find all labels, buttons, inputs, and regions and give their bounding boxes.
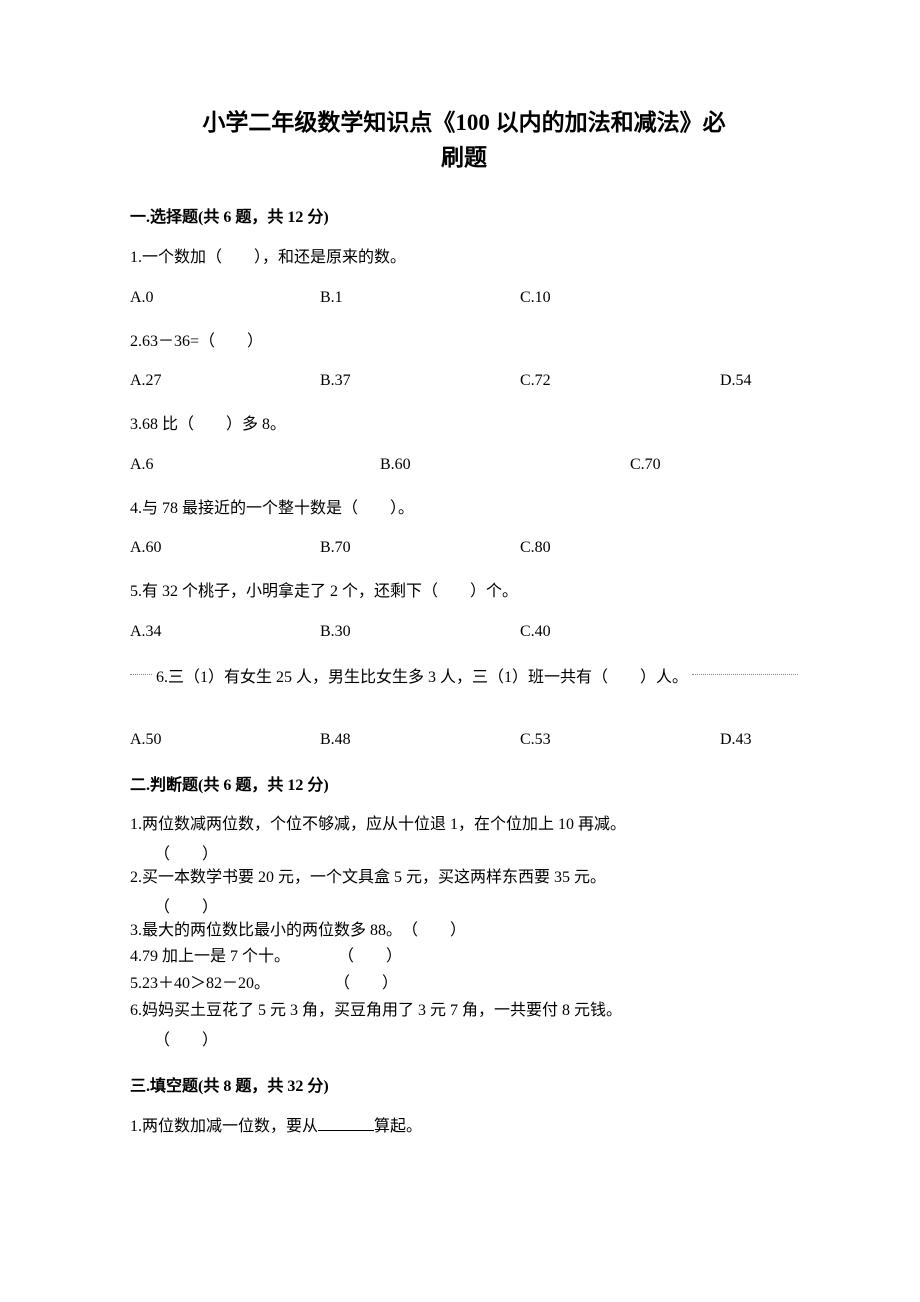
q2-option-c: C.72: [520, 372, 720, 390]
q6-text: 6.三（1）有女生 25 人，男生比女生多 3 人，三（1）班一共有（ ）人。: [152, 663, 692, 687]
q4-text: 4.与 78 最接近的一个整十数是（ ）。: [130, 496, 798, 522]
j2-text: 2.买一本数学书要 20 元，一个文具盒 5 元，买这两样东西要 35 元。: [130, 866, 798, 891]
j1-text: 1.两位数减两位数，个位不够减，应从十位退 1，在个位加上 10 再减。: [130, 813, 798, 838]
j2-paren: （ ）: [130, 893, 798, 917]
q1-option-b: B.1: [320, 289, 520, 307]
section3-header: 三.填空题(共 8 题，共 32 分): [130, 1072, 798, 1096]
q1-option-a: A.0: [130, 289, 320, 307]
q4-option-b: B.70: [320, 539, 520, 557]
j6-paren: （ ）: [130, 1026, 798, 1050]
q5-option-b: B.30: [320, 623, 520, 641]
j3-text: 3.最大的两位数比最小的两位数多 88。 （ ）: [130, 919, 798, 944]
q6-row: 6.三（1）有女生 25 人，男生比女生多 3 人，三（1）班一共有（ ）人。: [130, 663, 798, 687]
q5-text: 5.有 32 个桃子，小明拿走了 2 个，还剩下（ ）个。: [130, 579, 798, 605]
q3-options: A.6 B.60 C.70: [130, 456, 798, 474]
j1-paren: （ ）: [130, 840, 798, 864]
q2-option-b: B.37: [320, 372, 520, 390]
j4-text: 4.79 加上一是 7 个十。 （ ）: [130, 945, 798, 970]
section2-header: 二.判断题(共 6 题，共 12 分): [130, 771, 798, 795]
q1-option-c: C.10: [520, 289, 720, 307]
section1-header: 一.选择题(共 6 题，共 12 分): [130, 203, 798, 227]
q2-options: A.27 B.37 C.72 D.54: [130, 372, 798, 390]
q2-text: 2.63－36=（ ）: [130, 329, 798, 355]
j6-text: 6.妈妈买土豆花了 5 元 3 角，买豆角用了 3 元 7 角，一共要付 8 元…: [130, 999, 798, 1024]
q5-options: A.34 B.30 C.40: [130, 623, 798, 641]
q2-option-a: A.27: [130, 372, 320, 390]
q4-option-c: C.80: [520, 539, 720, 557]
q6-options: A.50 B.48 C.53 D.43: [130, 731, 798, 749]
q2-option-d: D.54: [720, 372, 798, 390]
q3-option-b: B.60: [380, 456, 630, 474]
f1-pre: 1.两位数加减一位数，要从: [130, 1118, 318, 1135]
q5-option-a: A.34: [130, 623, 320, 641]
q6-option-d: D.43: [720, 731, 798, 749]
fill-blank: [318, 1115, 374, 1131]
dotted-line-right: [692, 674, 798, 675]
page-title: 小学二年级数学知识点《100 以内的加法和减法》必 刷题: [130, 106, 798, 175]
q5-option-c: C.40: [520, 623, 720, 641]
q3-option-c: C.70: [630, 456, 798, 474]
title-line2: 刷题: [130, 141, 798, 176]
q6-option-a: A.50: [130, 731, 320, 749]
q4-options: A.60 B.70 C.80: [130, 539, 798, 557]
dotted-line-left: [130, 674, 152, 675]
q1-options: A.0 B.1 C.10: [130, 289, 798, 307]
q6-option-c: C.53: [520, 731, 720, 749]
q4-option-a: A.60: [130, 539, 320, 557]
q6-option-b: B.48: [320, 731, 520, 749]
q3-option-a: A.6: [130, 456, 380, 474]
q1-text: 1.一个数加（ ），和还是原来的数。: [130, 245, 798, 271]
q3-text: 3.68 比（ ）多 8。: [130, 412, 798, 438]
f1-text: 1.两位数加减一位数，要从 算起。: [130, 1114, 798, 1140]
j5-text: 5.23＋40＞82－20。 （ ）: [130, 972, 798, 997]
f1-post: 算起。: [374, 1118, 422, 1135]
title-line1: 小学二年级数学知识点《100 以内的加法和减法》必: [130, 106, 798, 141]
